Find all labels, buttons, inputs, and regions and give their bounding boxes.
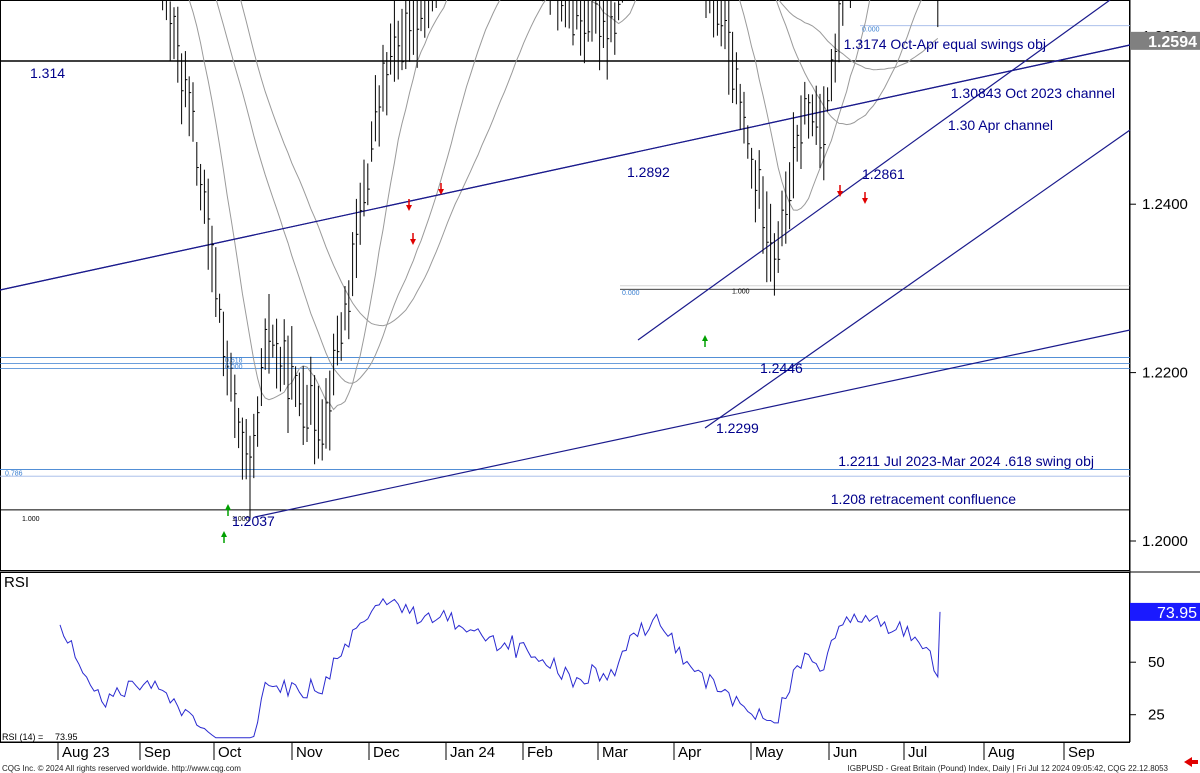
fib-label: 0.000 (225, 364, 243, 371)
swing-label: 1.2299 (716, 420, 759, 436)
x-month-label: Nov (296, 744, 323, 761)
footer-right: IGBPUSD - Great Britain (Pound) Index, D… (848, 764, 1169, 773)
swing-label: 1.2892 (627, 164, 670, 180)
moving-average-line (240, 0, 939, 327)
channel-line (637, 0, 1111, 341)
swing-label: 1.314 (30, 65, 65, 81)
x-month-label: Oct (218, 744, 242, 761)
y-tick-label: 1.2200 (1142, 365, 1188, 382)
fib-label: 0.786 (5, 470, 23, 477)
down-arrow-icon (862, 198, 868, 204)
channel-line (704, 129, 1131, 429)
rsi-value-tag-label: 73.95 (1157, 605, 1197, 622)
rsi-value-tag (1130, 602, 1200, 621)
x-month-label: Feb (527, 744, 553, 761)
annotation-label: 1.3174 Oct-Apr equal swings obj (844, 36, 1046, 52)
swing-label: 1.2861 (862, 166, 905, 182)
fib-label: 1.000 (232, 516, 250, 523)
fib-label: 0.618 (225, 357, 243, 364)
y-tick-label: 1.2400 (1142, 196, 1188, 213)
annotation-label: 1.30 Apr channel (948, 117, 1053, 133)
fib-label: 1.000 (732, 288, 750, 295)
fib-label: 1.000 (22, 516, 40, 523)
x-month-label: Jun (833, 744, 857, 761)
moving-average-line (215, 0, 922, 384)
annotation-label: 1.2211 Jul 2023-Mar 2024 .618 swing obj (838, 453, 1094, 469)
down-arrow-icon (438, 189, 444, 195)
rsi-title: RSI (4, 574, 29, 591)
up-arrow-icon (221, 531, 227, 537)
fib-label: 0.000 (622, 290, 640, 297)
fib-label: 0.000 (862, 27, 880, 34)
y-tick-label: 1.2000 (1142, 533, 1188, 550)
x-month-label: May (755, 744, 784, 761)
rsi-legend: RSI (14) = (2, 732, 43, 742)
x-month-label: Jul (908, 744, 927, 761)
channel-line (0, 44, 1131, 291)
price-tag (1130, 31, 1200, 50)
rsi-tick-label: 25 (1148, 707, 1165, 724)
up-arrow-icon (225, 504, 231, 510)
annotation-label: 1.30843 Oct 2023 channel (951, 85, 1115, 101)
x-month-label: Apr (678, 744, 701, 761)
annotation-label: 1.208 retracement confluence (831, 491, 1016, 507)
up-arrow-icon (702, 335, 708, 341)
red-left-arrow-icon[interactable] (1184, 757, 1198, 767)
rsi-line (59, 597, 941, 739)
rsi-panel-frame (0, 572, 1130, 743)
x-month-label: Sep (144, 744, 171, 761)
swing-label: 1.2037 (232, 513, 275, 529)
rsi-legend-value: 73.95 (55, 732, 78, 742)
x-month-label: Aug (988, 744, 1015, 761)
x-month-label: Jan 24 (450, 744, 495, 761)
down-arrow-icon (837, 191, 843, 197)
x-month-label: Mar (602, 744, 628, 761)
price-tag-label: 1.2594 (1148, 34, 1197, 51)
rsi-tick-label: 50 (1148, 654, 1165, 671)
footer-left: CQG Inc. © 2024 All rights reserved worl… (2, 764, 241, 773)
down-arrow-icon (410, 239, 416, 245)
swing-label: 1.2446 (760, 360, 803, 376)
channel-line (254, 329, 1131, 518)
x-month-label: Sep (1068, 744, 1095, 761)
x-month-label: Dec (373, 744, 400, 761)
down-arrow-icon (406, 205, 412, 211)
x-month-label: Aug 23 (62, 744, 110, 761)
